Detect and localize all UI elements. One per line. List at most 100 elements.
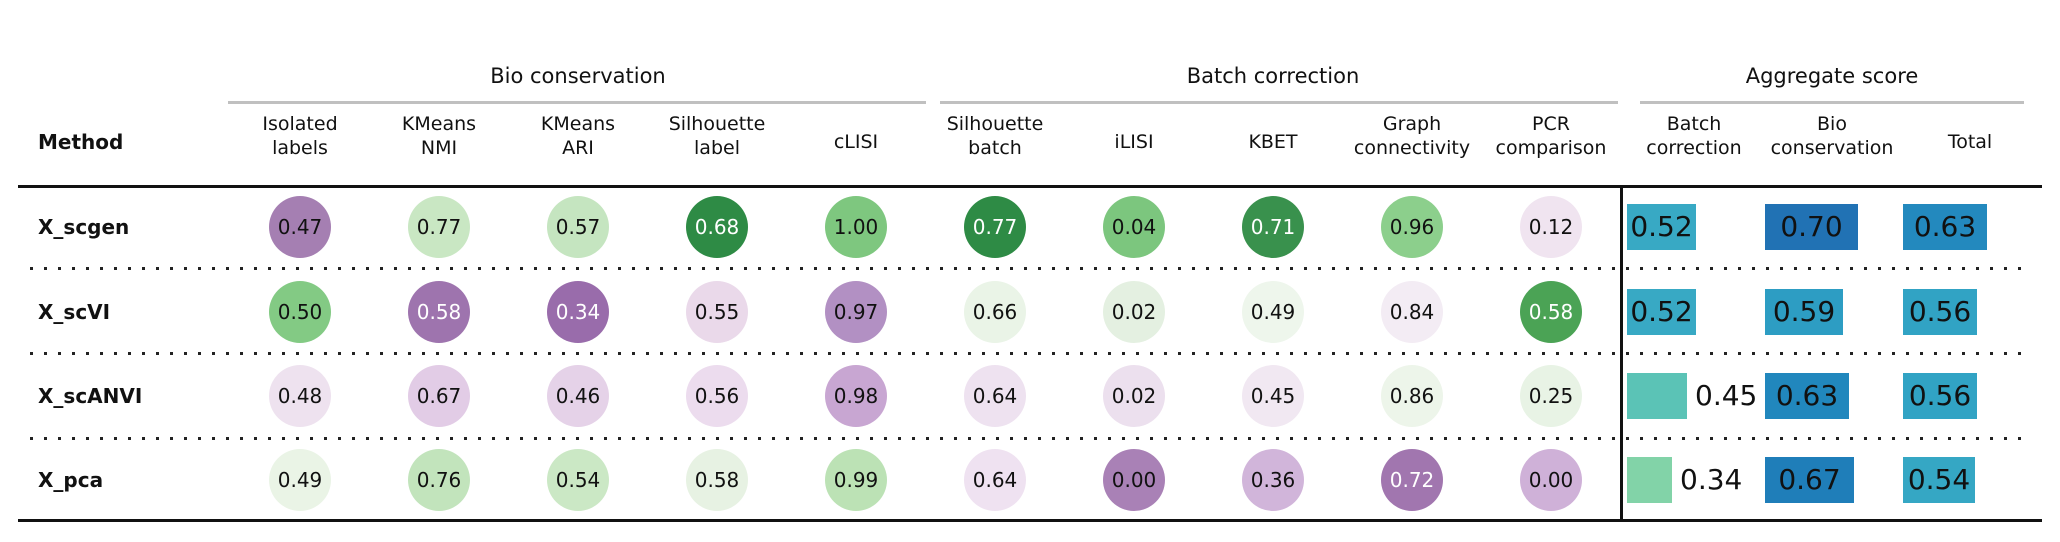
column-header: PCR comparison bbox=[1471, 112, 1631, 160]
metric-score-circle: 0.56 bbox=[686, 365, 748, 427]
metric-score-circle: 0.98 bbox=[825, 365, 887, 427]
column-header: Isolated labels bbox=[220, 112, 380, 160]
method-row-label: X_scVI bbox=[38, 300, 111, 324]
column-header-line: cLISI bbox=[833, 131, 879, 153]
group-title: Aggregate score bbox=[1745, 64, 1919, 88]
column-header: cLISI bbox=[776, 130, 936, 154]
header-rule-line bbox=[18, 185, 2042, 188]
metric-score-circle: 0.67 bbox=[408, 365, 470, 427]
aggregate-score-value: 0.56 bbox=[1908, 379, 1972, 412]
metric-score-circle: 0.25 bbox=[1520, 365, 1582, 427]
row-separator-dotted bbox=[30, 267, 2032, 270]
metric-score-circle: 0.64 bbox=[964, 365, 1026, 427]
metric-score-circle: 0.34 bbox=[547, 281, 609, 343]
column-header-line: NMI bbox=[420, 137, 458, 159]
aggregate-score-bar bbox=[1627, 457, 1672, 503]
aggregate-score-bar bbox=[1765, 289, 1843, 335]
metric-score-circle: 0.58 bbox=[686, 449, 748, 511]
column-header-line: KMeans bbox=[540, 113, 616, 135]
group-underline bbox=[228, 101, 926, 104]
column-header-line: Graph bbox=[1382, 113, 1442, 135]
aggregate-score-bar bbox=[1903, 373, 1977, 419]
column-header-line: Batch bbox=[1666, 113, 1722, 135]
metric-score-circle: 0.02 bbox=[1103, 365, 1165, 427]
aggregate-score-bar bbox=[1903, 204, 1987, 250]
aggregate-score-bar bbox=[1627, 289, 1696, 335]
metric-score-circle: 0.36 bbox=[1242, 449, 1304, 511]
aggregate-score-value: 0.67 bbox=[1778, 463, 1841, 496]
method-row-label: X_pca bbox=[38, 468, 104, 492]
column-header-line: PCR bbox=[1532, 113, 1570, 135]
metric-score-circle: 0.96 bbox=[1381, 196, 1443, 258]
column-header-line: ARI bbox=[562, 137, 594, 159]
column-header-line: iLISI bbox=[1114, 131, 1154, 153]
column-header: Graph connectivity bbox=[1332, 112, 1492, 160]
aggregate-score-bar bbox=[1627, 204, 1696, 250]
metric-score-circle: 0.86 bbox=[1381, 365, 1443, 427]
column-header: iLISI bbox=[1054, 130, 1214, 154]
metric-score-circle: 0.55 bbox=[686, 281, 748, 343]
column-header-line: comparison bbox=[1495, 137, 1607, 159]
metric-score-circle: 0.46 bbox=[547, 365, 609, 427]
method-row-label: X_scANVI bbox=[38, 384, 143, 408]
metric-score-circle: 0.04 bbox=[1103, 196, 1165, 258]
aggregate-score-bar bbox=[1627, 373, 1687, 419]
column-header-line: Silhouette bbox=[946, 113, 1044, 135]
metric-score-circle: 0.77 bbox=[408, 196, 470, 258]
method-column-header: Method bbox=[38, 130, 124, 154]
column-header-line: label bbox=[694, 137, 740, 159]
aggregate-score-value: 0.59 bbox=[1772, 295, 1836, 328]
aggregate-score-value: 0.70 bbox=[1780, 210, 1843, 243]
metric-score-circle: 0.00 bbox=[1103, 449, 1165, 511]
bottom-rule-line bbox=[18, 519, 2042, 522]
metric-score-circle: 0.48 bbox=[269, 365, 331, 427]
aggregate-score-bar bbox=[1903, 457, 1975, 503]
metric-score-circle: 0.49 bbox=[1242, 281, 1304, 343]
aggregate-score-value: 0.52 bbox=[1630, 295, 1693, 328]
metric-score-circle: 0.00 bbox=[1520, 449, 1582, 511]
row-separator-dotted bbox=[30, 352, 2032, 355]
metric-score-circle: 0.57 bbox=[547, 196, 609, 258]
row-separator-dotted bbox=[30, 437, 2032, 440]
aggregate-score-value: 0.54 bbox=[1907, 463, 1971, 496]
column-header: KBET bbox=[1193, 130, 1353, 154]
group-title: Bio conservation bbox=[490, 64, 666, 88]
metric-score-circle: 0.54 bbox=[547, 449, 609, 511]
column-header-line: KMeans bbox=[401, 113, 477, 135]
metric-score-circle: 0.71 bbox=[1242, 196, 1304, 258]
metric-score-circle: 0.50 bbox=[269, 281, 331, 343]
aggregate-score-bar bbox=[1903, 289, 1977, 335]
aggregate-score-value: 0.63 bbox=[1775, 379, 1839, 412]
group-underline bbox=[1640, 101, 2024, 104]
metric-score-circle: 0.76 bbox=[408, 449, 470, 511]
metric-score-circle: 0.99 bbox=[825, 449, 887, 511]
column-header: Silhouette label bbox=[637, 112, 797, 160]
column-header-line: correction bbox=[1646, 137, 1742, 159]
metric-score-circle: 0.58 bbox=[1520, 281, 1582, 343]
metric-score-circle: 0.77 bbox=[964, 196, 1026, 258]
metric-score-circle: 0.02 bbox=[1103, 281, 1165, 343]
method-row-label: X_scgen bbox=[38, 215, 130, 239]
metric-score-circle: 0.72 bbox=[1381, 449, 1443, 511]
aggregate-score-value: 0.56 bbox=[1908, 295, 1972, 328]
group-title: Batch correction bbox=[1186, 64, 1360, 88]
column-header-line: Total bbox=[1947, 131, 1993, 153]
aggregate-score-value: 0.52 bbox=[1630, 210, 1693, 243]
column-header-line: batch bbox=[968, 137, 1022, 159]
column-header: Bio conservation bbox=[1752, 112, 1912, 160]
metric-score-circle: 1.00 bbox=[825, 196, 887, 258]
metric-score-circle: 0.68 bbox=[686, 196, 748, 258]
metric-score-circle: 0.58 bbox=[408, 281, 470, 343]
column-header-line: Isolated bbox=[262, 113, 338, 135]
aggregate-score-value: 0.45 bbox=[1695, 379, 1758, 412]
aggregate-score-value: 0.63 bbox=[1913, 210, 1977, 243]
metric-score-circle: 0.66 bbox=[964, 281, 1026, 343]
aggregate-score-bar bbox=[1765, 204, 1858, 250]
aggregate-score-bar bbox=[1765, 373, 1849, 419]
aggregate-score-bar bbox=[1765, 457, 1854, 503]
column-header: KMeans NMI bbox=[359, 112, 519, 160]
metric-score-circle: 0.84 bbox=[1381, 281, 1443, 343]
metric-score-circle: 0.12 bbox=[1520, 196, 1582, 258]
column-header-line: connectivity bbox=[1353, 137, 1471, 159]
